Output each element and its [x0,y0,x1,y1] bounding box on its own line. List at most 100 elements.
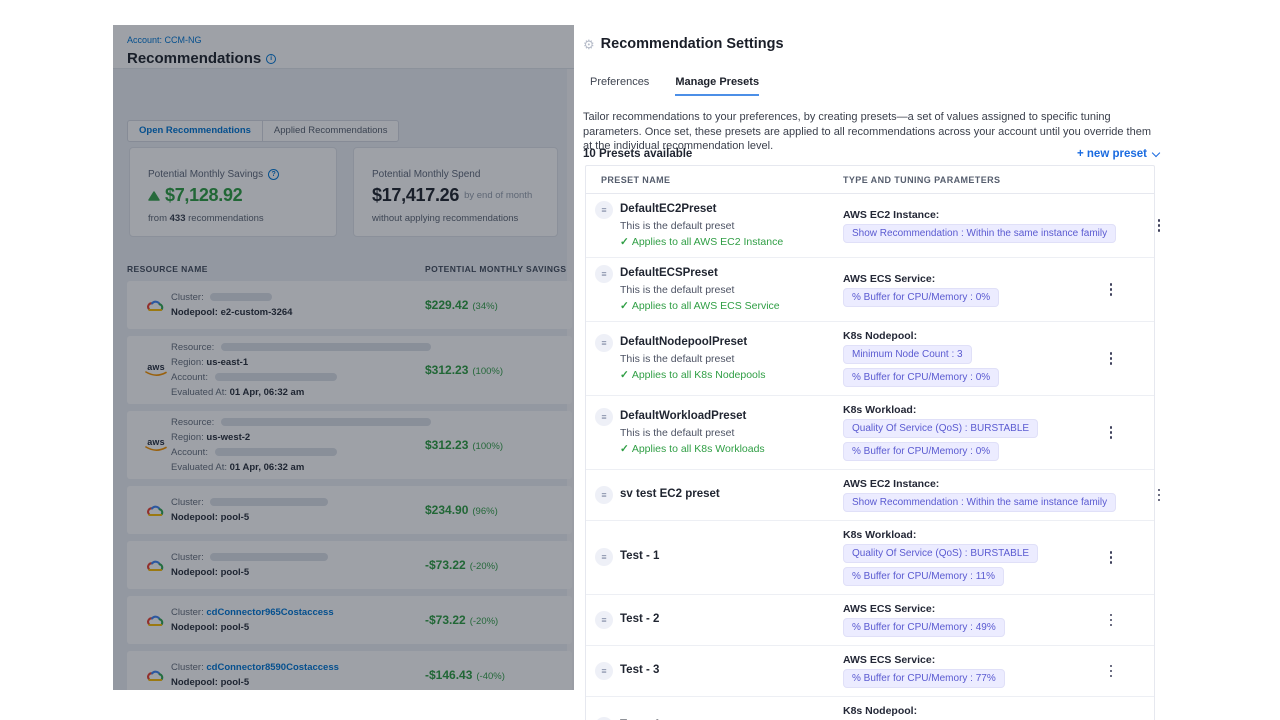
preset-row: ≡ DefaultWorkloadPreset This is the defaul… [586,396,1154,470]
preset-row: ≡ Test - 3 AWS ECS Service: % Buffer for CP… [586,646,1154,697]
resource-label: Nodepool: [171,622,221,633]
check-icon: ✓ [620,236,629,248]
kebab-dot [1109,618,1113,622]
preset-list-icon: ≡ [595,265,613,283]
preset-row: ≡ DefaultNodepoolPreset This is the defaul… [586,322,1154,396]
preset-params-cell: K8s Workload: Quality Of Service (QoS) : … [843,404,1068,461]
preset-name: sv test EC2 preset [620,487,720,500]
recommendation-row[interactable]: aws Resource: Region: us-east-1 Account: E… [127,336,572,404]
modal-overlay[interactable] [113,25,574,690]
resource-label: Evaluated At: [171,462,230,473]
resource-value: e2-custom-3264 [220,307,293,318]
resource-label: Nodepool: [171,512,221,523]
tab-applied-recommendations[interactable]: Applied Recommendations [261,121,399,141]
preset-name-cell: ≡ DefaultWorkloadPreset This is the defaul… [586,408,843,456]
cluster-link[interactable]: cdConnector965Costaccess [206,607,334,618]
col-resource-name: RESOURCE NAME [127,264,208,274]
resource-value: us-east-1 [206,357,249,368]
gcp-cloud-icon [145,558,171,573]
kebab-menu-button[interactable] [1105,278,1118,301]
kebab-dot [1109,362,1113,365]
resource-details: Resource: Region: us-east-1 Account: Eval… [171,340,431,400]
kebab-menu-button[interactable] [1153,484,1166,507]
preset-type-label: AWS ECS Service: [843,654,936,666]
kebab-menu-button[interactable] [1105,660,1118,683]
resource-line: Nodepool: pool-5 [171,620,334,635]
resource-line: Cluster: [171,290,292,305]
kebab-menu-button[interactable] [1105,609,1118,632]
resource-line: Cluster: cdConnector8590Costaccess [171,660,339,675]
recommendation-row[interactable]: Cluster: Nodepool: pool-5 $234.90 (96%) [127,486,572,534]
resource-line: Resource: [171,340,431,355]
resource-line: Cluster: [171,495,329,510]
preset-type-label: AWS ECS Service: [843,603,936,615]
resource-details: Cluster: cdConnector965Costaccess Nodepoo… [171,605,334,635]
preset-name-block: Test - 3 [620,663,659,678]
resource-line: Account: [171,370,431,385]
tab-manage-presets[interactable]: Manage Presets [675,76,760,96]
resource-label: Evaluated At: [171,387,230,398]
preset-type-label: AWS ECS Service: [843,272,936,285]
kebab-dot [1157,493,1161,497]
resource-line: Cluster: [171,550,329,565]
tuning-parameter-chips: Show Recommendation : Within the same in… [843,223,1117,243]
info-icon[interactable]: i [266,53,277,64]
drawer-title: Recommendation Settings [600,36,784,52]
presets-count: 10 Presets available [583,148,693,160]
recommendation-row[interactable]: Cluster: cdConnector8590Costaccess Nodepo… [127,651,572,690]
savings-card-title: Potential Monthly Savings [148,169,264,180]
kebab-menu-button[interactable] [1105,546,1118,569]
help-icon[interactable]: ? [268,169,280,180]
resource-details: Cluster: cdConnector8590Costaccess Nodepo… [171,660,339,690]
recommendation-row[interactable]: Cluster: Nodepool: e2-custom-3264 $229.42… [127,281,572,329]
kebab-dot [1109,674,1113,678]
kebab-menu-button[interactable] [1153,214,1166,237]
kebab-dot [1109,436,1113,439]
resource-line: Evaluated At: 01 Apr, 06:32 am [171,385,431,400]
potential-spend-card: Potential Monthly Spend $17,417.26 by en… [353,147,558,237]
preset-type-label: AWS EC2 Instance: [843,208,940,221]
preset-list-icon: ≡ [595,201,613,219]
col-preset-name: PRESET NAME [601,174,671,185]
kebab-dot [1109,623,1113,627]
recommendation-settings-drawer: ⚙ Recommendation Settings Preferences Ma… [574,0,1280,720]
gear-icon: ⚙ [583,36,595,52]
preset-description: This is the default preset [620,427,735,439]
preset-type-label: K8s Workload: [843,529,917,541]
resource-line: Nodepool: pool-5 [171,565,328,580]
new-preset-button[interactable]: + new preset [1077,148,1161,160]
preset-params-cell: K8s Nodepool: Minimum Node Count : 3 % Buf… [843,330,1068,387]
resource-line: Resource: [171,415,431,430]
savings-value: $312.23 (100%) [425,363,504,377]
tuning-parameter-chips: % Buffer for CPU/Memory : 0% [843,287,1068,307]
resource-label: Region: [171,432,207,443]
potential-savings-card: Potential Monthly Savings ? $7,128.92 fr… [129,147,337,237]
cluster-link[interactable]: cdConnector8590Costaccess [206,662,339,673]
tab-preferences[interactable]: Preferences [590,76,650,88]
recommendation-row[interactable]: aws Resource: Region: us-west-2 Account: E… [127,411,572,479]
account-breadcrumb[interactable]: Account: CCM-NG [127,35,202,45]
preset-type-label: K8s Workload: [843,404,917,416]
aws-icon: aws [145,363,171,377]
kebab-menu-button[interactable] [1105,421,1118,444]
preset-list-icon: ≡ [595,408,613,426]
resource-line: Nodepool: pool-5 [171,510,328,525]
resource-value: us-west-2 [206,432,251,443]
preset-name: DefaultWorkloadPreset [620,410,747,422]
kebab-dot [1109,293,1113,296]
preset-name-block: DefaultEC2Preset This is the default pres… [620,202,783,249]
settings-tabs: Preferences Manage Presets [590,76,760,96]
recommendation-row[interactable]: Cluster: cdConnector965Costaccess Nodepoo… [127,596,572,644]
aws-icon: aws [145,438,171,452]
preset-row: ≡ DefaultEC2Preset This is the default pre… [586,194,1161,258]
savings-subtext: from 433 recommendations [148,213,264,224]
preset-type-label: AWS EC2 Instance: [843,478,940,490]
recommendation-row[interactable]: Cluster: Nodepool: pool-5 -$73.22 (-20%) [127,541,572,589]
kebab-dot [1109,283,1113,286]
preset-list-icon: ≡ [595,717,613,720]
tab-open-recommendations[interactable]: Open Recommendations [139,125,251,136]
savings-up-icon [148,190,160,201]
preset-name-block: DefaultNodepoolPreset This is the default… [620,335,765,382]
kebab-menu-button[interactable] [1105,347,1118,370]
resource-line: Region: us-east-1 [171,355,431,370]
